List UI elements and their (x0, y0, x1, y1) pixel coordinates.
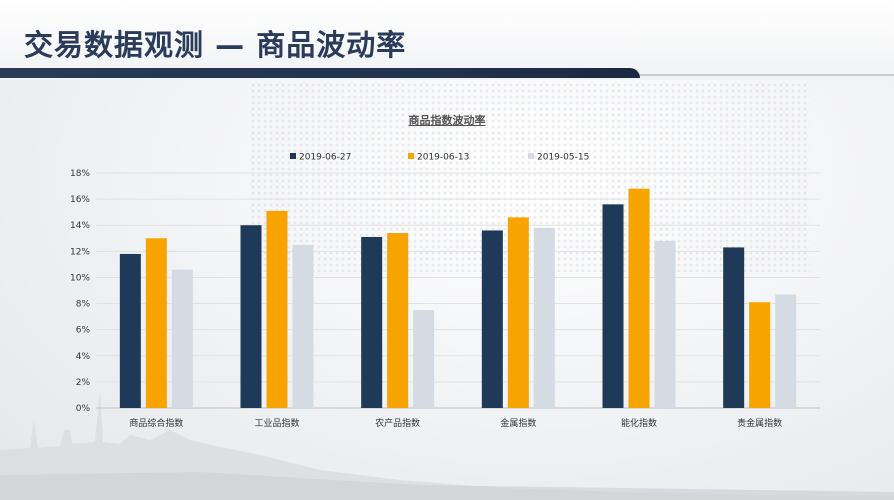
x-tick-label: 金属指数 (500, 417, 536, 429)
bar (533, 227, 555, 408)
y-tick-label: 10% (70, 273, 90, 283)
x-tick-label: 农产品指数 (375, 417, 420, 429)
y-tick-label: 0% (76, 404, 91, 414)
bar (749, 302, 771, 408)
y-tick-label: 2% (76, 378, 91, 388)
legend-swatch (408, 153, 414, 159)
bar (240, 225, 262, 408)
y-tick-label: 6% (76, 326, 91, 336)
legend-swatch (290, 153, 296, 159)
y-tick-label: 12% (70, 247, 90, 257)
x-tick-label: 能化指数 (621, 417, 657, 429)
bar (602, 204, 624, 408)
bar (775, 294, 797, 408)
y-tick-label: 14% (70, 221, 90, 231)
header: 交易数据观测 — 商品波动率 (0, 0, 894, 80)
world-map-background (250, 82, 810, 272)
bar (723, 247, 745, 408)
x-tick-label: 贵金属指数 (737, 417, 782, 429)
city-skyline-background (0, 390, 894, 500)
bar (145, 238, 167, 408)
legend-label: 2019-05-15 (537, 153, 589, 163)
y-tick-label: 16% (70, 195, 90, 205)
header-accent-bar (0, 68, 640, 78)
bar (507, 217, 529, 408)
bar (481, 230, 503, 408)
legend-label: 2019-06-27 (299, 153, 351, 163)
x-tick-label: 工业品指数 (254, 417, 299, 429)
y-tick-label: 8% (76, 300, 91, 310)
bar (387, 233, 409, 408)
legend-label: 2019-06-13 (417, 153, 469, 163)
legend-swatch (528, 153, 534, 159)
bar (413, 310, 435, 408)
y-tick-label: 4% (76, 352, 91, 362)
chart-title: 商品指数波动率 (408, 114, 486, 127)
bar (266, 210, 288, 408)
x-tick-label: 商品综合指数 (129, 417, 183, 429)
page-title: 交易数据观测 — 商品波动率 (24, 28, 407, 62)
bar (292, 244, 314, 408)
bar (361, 236, 383, 408)
y-tick-label: 18% (70, 169, 90, 179)
bar (628, 188, 650, 408)
bar (654, 240, 676, 408)
bar (171, 269, 193, 408)
bar (119, 253, 141, 408)
